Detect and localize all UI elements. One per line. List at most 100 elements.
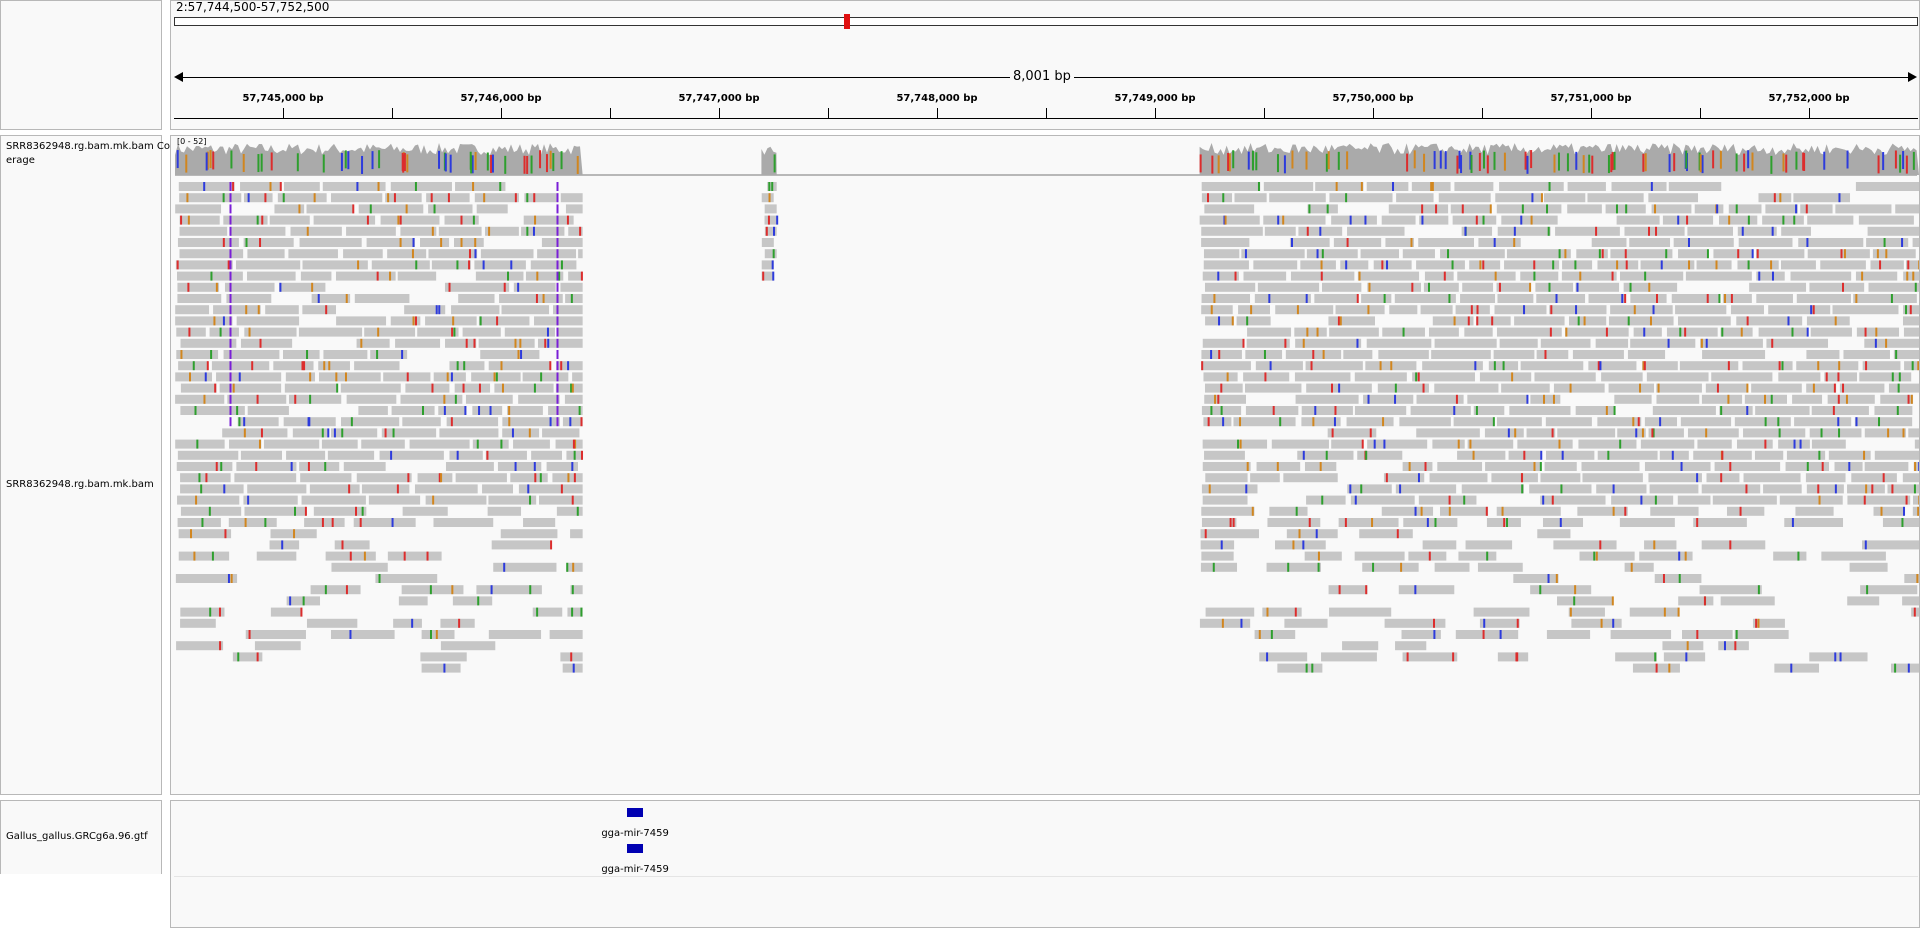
mirna-feature[interactable] xyxy=(627,808,643,817)
coverage-mismatch xyxy=(1743,153,1746,172)
coverage-mismatch xyxy=(1413,150,1416,169)
read-mismatch xyxy=(772,271,775,281)
read-mismatch xyxy=(1721,327,1724,337)
read-mismatch xyxy=(1825,372,1828,382)
aligned-read xyxy=(555,439,583,449)
read-mismatch xyxy=(464,406,467,415)
read-mismatch xyxy=(1734,641,1737,651)
coverage-mismatch xyxy=(1575,151,1578,170)
aligned-read xyxy=(391,406,435,415)
read-mismatch xyxy=(1806,238,1809,247)
aligned-read xyxy=(1792,394,1823,404)
read-mismatch xyxy=(1895,350,1898,359)
ideogram-current-region[interactable] xyxy=(844,14,850,29)
read-mismatch xyxy=(290,462,293,471)
aligned-read xyxy=(1572,350,1624,359)
read-mismatch xyxy=(1455,394,1458,404)
feature-data-panel[interactable] xyxy=(170,800,1920,928)
aligned-read xyxy=(524,193,559,203)
read-mismatch xyxy=(236,406,239,415)
aligned-read xyxy=(176,641,224,651)
insertion-marker xyxy=(556,215,559,225)
read-mismatch xyxy=(1360,182,1363,191)
insertion-marker xyxy=(229,350,232,359)
aligned-read xyxy=(1384,618,1446,628)
read-mismatch xyxy=(430,193,433,203)
read-mismatch xyxy=(573,473,576,483)
read-mismatch xyxy=(535,294,538,303)
aligned-read xyxy=(570,585,583,595)
read-mismatch xyxy=(255,462,258,471)
read-mismatch xyxy=(503,562,506,572)
read-mismatch xyxy=(1633,305,1636,315)
ruler-tick-label: 57,750,000 bp xyxy=(1332,93,1414,104)
coverage-mismatch xyxy=(530,155,533,174)
read-mismatch xyxy=(1654,495,1657,505)
aligned-read xyxy=(1734,630,1789,639)
read-mismatch xyxy=(1364,215,1367,225)
read-mismatch xyxy=(1837,417,1840,427)
read-mismatch xyxy=(1901,238,1904,247)
read-mismatch xyxy=(1555,574,1558,583)
read-mismatch xyxy=(1793,215,1796,225)
aligned-read xyxy=(1529,484,1592,494)
chromosome-ideogram[interactable] xyxy=(174,17,1918,26)
alignment-data-panel[interactable]: [0 - 52] xyxy=(170,135,1920,795)
read-mismatch xyxy=(529,495,532,505)
aligned-read xyxy=(1402,652,1458,662)
read-mismatch xyxy=(1312,350,1315,359)
aligned-read xyxy=(1204,450,1245,460)
aligned-read xyxy=(1719,406,1753,415)
aligned-read xyxy=(1784,518,1844,527)
aligned-read xyxy=(1579,551,1635,561)
read-mismatch xyxy=(771,182,774,191)
aligned-read xyxy=(1331,439,1363,449)
aligned-read xyxy=(1367,439,1428,449)
read-mismatch xyxy=(1696,630,1699,639)
read-mismatch xyxy=(1406,652,1409,662)
coverage-track-name[interactable]: SRR8362948.rg.bam.mk.bam Coverage xyxy=(6,141,176,166)
aligned-read xyxy=(1329,327,1379,337)
read-mismatch xyxy=(259,238,262,247)
aligned-read xyxy=(1627,350,1666,359)
read-mismatch xyxy=(1521,484,1524,494)
aligned-read xyxy=(420,238,450,247)
alignment-track-name[interactable]: SRR8362948.rg.bam.mk.bam xyxy=(6,479,154,490)
read-mismatch xyxy=(570,383,573,393)
coverage-mismatch xyxy=(1524,151,1527,170)
read-mismatch xyxy=(208,506,211,516)
feature-track-name[interactable]: Gallus_gallus.GRCg6a.96.gtf xyxy=(6,831,148,842)
insertion-marker xyxy=(229,282,232,292)
alignment-canvas[interactable] xyxy=(171,136,1920,795)
aligned-read xyxy=(1914,439,1919,449)
read-mismatch xyxy=(1533,271,1536,281)
aligned-read xyxy=(300,271,332,281)
coverage-mismatch xyxy=(1698,152,1701,171)
read-mismatch xyxy=(1485,506,1488,516)
read-mismatch xyxy=(1724,294,1727,303)
coverage-mismatch xyxy=(1327,151,1330,170)
aligned-read xyxy=(177,282,220,292)
read-mismatch xyxy=(1677,607,1680,617)
mirna-feature[interactable] xyxy=(627,844,643,853)
insertion-marker xyxy=(229,327,232,337)
aligned-read xyxy=(1705,383,1747,393)
aligned-read xyxy=(244,327,297,337)
aligned-read xyxy=(1540,495,1606,505)
read-mismatch xyxy=(1435,204,1438,214)
aligned-read xyxy=(420,652,467,662)
aligned-read xyxy=(366,238,415,247)
aligned-read xyxy=(1484,428,1524,438)
read-mismatch xyxy=(1421,204,1424,214)
aligned-read xyxy=(390,182,452,191)
read-mismatch xyxy=(567,473,570,483)
read-mismatch xyxy=(1251,506,1254,516)
aligned-read xyxy=(1773,551,1807,561)
read-mismatch xyxy=(355,506,358,516)
aligned-read xyxy=(1494,305,1547,315)
aligned-read xyxy=(343,462,386,471)
insertion-marker xyxy=(556,260,559,270)
read-mismatch xyxy=(1368,282,1371,292)
read-mismatch xyxy=(1848,462,1851,471)
aligned-read xyxy=(1383,473,1425,483)
